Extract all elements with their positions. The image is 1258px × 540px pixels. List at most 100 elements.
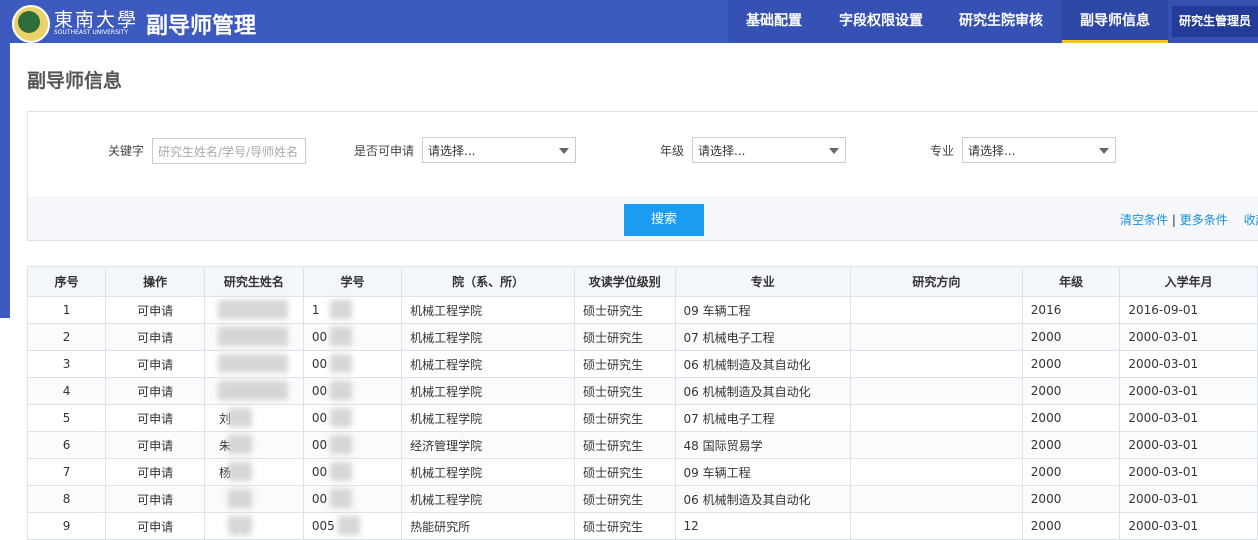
- table-cell: 2000-03-01: [1119, 431, 1258, 459]
- table-cell: 硕士研究生: [574, 458, 676, 486]
- blur-mask: [228, 489, 252, 508]
- blur-mask: [218, 327, 288, 346]
- blur-mask: [330, 462, 352, 481]
- table-cell: 2000: [1021, 323, 1121, 351]
- table-cell: 机械工程学院: [401, 377, 576, 405]
- table-row: 7 可申请杨 00 机械工程学院 硕士研究生 09 车辆工程 2000 2000-03-01: [26, 458, 1258, 486]
- table-cell: 可申请: [105, 404, 205, 432]
- blur-mask: [218, 354, 288, 373]
- table-cell: 经济管理学院: [401, 431, 576, 459]
- table-cell: [849, 350, 1023, 378]
- table-cell: 00: [302, 431, 403, 459]
- search-button[interactable]: 搜索: [624, 204, 704, 236]
- filter-label: 年级: [660, 144, 685, 158]
- clear-link[interactable]: 清空条件: [1120, 213, 1169, 227]
- blur-mask: [218, 381, 288, 400]
- column-header: 学号: [302, 266, 403, 297]
- table-cell: 4: [26, 377, 107, 405]
- filter-label: 专业: [930, 144, 955, 158]
- table-row: 4 可申请 00 机械工程学院 硕士研究生 06 机械制造及其自动化 2000 2000-03…: [26, 377, 1258, 405]
- blur-mask: [330, 408, 352, 427]
- table-cell: 2000-03-01: [1119, 404, 1258, 432]
- table-cell: 2000-03-01: [1119, 512, 1258, 540]
- table-cell: 2: [26, 323, 107, 351]
- blur-mask: [228, 462, 252, 481]
- table-cell: 48 国际贸易学: [674, 431, 851, 459]
- table-cell: 2016-09-01: [1119, 296, 1258, 324]
- keyword-input[interactable]: 研究生姓名/学号/导师姓名: [152, 138, 306, 164]
- table-body: 1 可申请 1 机械工程学院 硕士研究生 09 车辆工程 2016 2016-09-01 2 可申…: [26, 296, 1258, 540]
- table-cell: 硕士研究生: [574, 350, 676, 378]
- table-cell: 2000: [1021, 458, 1121, 486]
- major-select[interactable]: 请选择...: [962, 137, 1116, 163]
- table-row: 1 可申请 1 机械工程学院 硕士研究生 09 车辆工程 2016 2016-09-01: [26, 296, 1258, 324]
- table-row: 3 可申请 00 机械工程学院 硕士研究生 06 机械制造及其自动化 2000 2000-03…: [26, 350, 1258, 378]
- nav-item[interactable]: 研究生院审核: [959, 13, 1043, 29]
- column-header: 研究生姓名: [203, 266, 304, 297]
- blur-mask: [330, 327, 352, 346]
- apply-select[interactable]: 请选择...: [422, 137, 576, 163]
- select-text: 请选择...: [428, 144, 476, 158]
- table-cell: 可申请: [105, 296, 205, 324]
- table-cell: 06 机械制造及其自动化: [674, 485, 851, 513]
- table-cell: 2000-03-01: [1119, 323, 1258, 351]
- table-cell: 07 机械电子工程: [674, 323, 851, 351]
- table-cell: 硕士研究生: [574, 377, 676, 405]
- table-cell: 硕士研究生: [574, 296, 676, 324]
- table-cell: [203, 485, 304, 513]
- table-cell: 可申请: [105, 485, 205, 513]
- page-title: 副导师信息: [27, 70, 123, 92]
- caret: [829, 148, 839, 154]
- table-cell: 1: [302, 296, 403, 324]
- table-cell: 9: [26, 512, 107, 540]
- blur-mask: [218, 300, 288, 319]
- blur-mask: [330, 435, 352, 454]
- blur-mask: [228, 516, 252, 535]
- table-cell: [203, 512, 304, 540]
- table-cell: 硕士研究生: [574, 431, 676, 459]
- table-cell: 杨: [203, 458, 304, 486]
- table-cell: 07 机械电子工程: [674, 404, 851, 432]
- table-cell: [849, 323, 1023, 351]
- more-link[interactable]: 更多条件: [1179, 213, 1228, 227]
- placeholder: 研究生姓名/学号/导师姓名: [158, 145, 299, 159]
- table-cell: [849, 485, 1023, 513]
- select-text: 请选择...: [698, 144, 746, 158]
- table-cell: 硕士研究生: [574, 512, 676, 540]
- table-cell: 06 机械制造及其自动化: [674, 377, 851, 405]
- table-cell: 硕士研究生: [574, 404, 676, 432]
- link-separator: |: [1171, 213, 1176, 227]
- table-cell: 2000: [1021, 431, 1121, 459]
- table-cell: 机械工程学院: [401, 485, 576, 513]
- nav-item-active[interactable]: 副导师信息: [1062, 0, 1168, 43]
- nav-bar: [728, 0, 1258, 43]
- collapse-link[interactable]: 收起: [1243, 213, 1258, 227]
- table-row: 5 可申请刘 00 机械工程学院 硕士研究生 07 机械电子工程 2000 2000-03-0…: [26, 404, 1258, 432]
- nav-item[interactable]: 基础配置: [746, 13, 802, 29]
- table-cell: 硕士研究生: [574, 485, 676, 513]
- table-cell: [849, 377, 1023, 405]
- blur-mask: [330, 300, 352, 319]
- column-header: 入学年月: [1119, 266, 1258, 297]
- table-cell: 09 车辆工程: [674, 296, 851, 324]
- logo-text: 東南大學: [54, 9, 139, 31]
- table-cell: 可申请: [105, 350, 205, 378]
- table-cell: 2000: [1021, 404, 1121, 432]
- table-cell: 机械工程学院: [401, 458, 576, 486]
- user-menu[interactable]: 研究生管理员: [1172, 6, 1258, 37]
- table-cell: 1: [26, 296, 107, 324]
- grade-select[interactable]: 请选择...: [692, 137, 846, 163]
- logo-subtext: SOUTHEAST UNIVERSITY: [54, 29, 128, 36]
- table-cell: 2000: [1021, 485, 1121, 513]
- nav-item[interactable]: 字段权限设置: [839, 13, 923, 29]
- table-cell: [849, 296, 1023, 324]
- table-cell: 2000: [1021, 350, 1121, 378]
- table-cell: [849, 404, 1023, 432]
- filter-links: 清空条件 | 更多条件 收起: [1120, 211, 1258, 228]
- table-cell: 机械工程学院: [401, 350, 576, 378]
- table-cell: 2000-03-01: [1119, 377, 1258, 405]
- table-cell: 朱: [203, 431, 304, 459]
- table-cell: 2000-03-01: [1119, 485, 1258, 513]
- select-text: 请选择...: [968, 144, 1016, 158]
